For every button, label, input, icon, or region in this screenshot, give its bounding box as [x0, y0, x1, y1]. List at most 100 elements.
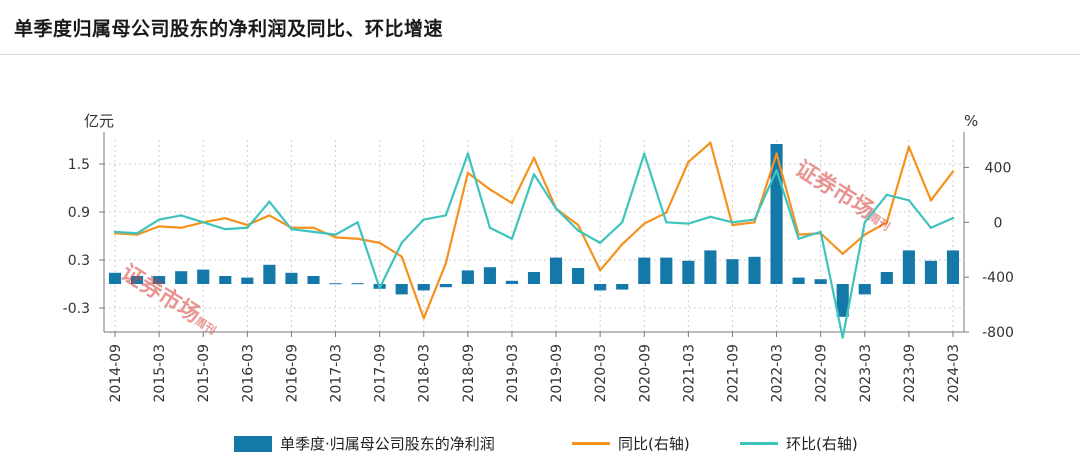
line-qoq-point	[510, 237, 514, 240]
bar-net-profit	[395, 284, 408, 295]
line-qoq-point	[356, 221, 359, 224]
line-yoy-point	[643, 222, 646, 225]
left-axis-unit: 亿元	[84, 112, 114, 130]
line-yoy-point	[466, 171, 470, 175]
line-yoy-point	[510, 201, 514, 205]
bar-net-profit	[594, 284, 607, 291]
line-yoy-point	[753, 221, 756, 224]
line-qoq-point	[863, 221, 866, 224]
bar-net-profit	[748, 256, 761, 284]
x-tick-label: 2016-03	[240, 344, 256, 403]
title-divider	[0, 54, 1080, 55]
line-yoy-point	[885, 221, 889, 224]
bar-net-profit	[197, 269, 210, 284]
bar-net-profit	[660, 257, 673, 284]
x-tick-label: 2020-09	[637, 344, 653, 403]
right-tick-label: -400	[982, 270, 1014, 286]
line-yoy-point	[334, 236, 337, 239]
legend-item-yoy: 同比(右轴)	[572, 433, 690, 454]
line-qoq-point	[643, 152, 646, 155]
bar-net-profit	[307, 276, 320, 284]
line-qoq-point	[422, 218, 425, 221]
line-qoq-point	[687, 222, 690, 225]
line-qoq-point	[113, 230, 117, 234]
line-qoq-point	[885, 193, 889, 197]
line-yoy-point	[400, 255, 403, 258]
x-tick-label: 2018-03	[417, 344, 433, 403]
x-tick-label: 2023-03	[858, 344, 874, 403]
line-yoy-point	[907, 145, 911, 149]
bar-net-profit	[880, 272, 893, 284]
legend-label-net-profit: 单季度·归属母公司股东的净利润	[280, 435, 495, 453]
line-qoq-point	[202, 221, 205, 224]
line-qoq-point	[753, 218, 756, 221]
bar-net-profit	[329, 283, 342, 285]
legend-label-yoy: 同比(右轴)	[618, 435, 690, 453]
line-yoy-point	[775, 152, 778, 155]
legend-label-qoq: 环比(右轴)	[786, 435, 858, 453]
bar-net-profit	[285, 272, 298, 284]
legend-item-qoq: 环比(右轴)	[740, 433, 858, 454]
x-tick-label: 2022-09	[814, 344, 830, 403]
bar-net-profit	[153, 276, 166, 284]
line-yoy-point	[731, 223, 734, 227]
line-qoq-point	[576, 229, 580, 232]
chart-title: 单季度归属母公司股东的净利润及同比、环比增速	[14, 18, 444, 40]
x-tick-label: 2019-03	[505, 344, 521, 403]
right-tick-label: 400	[985, 160, 1012, 176]
legend-swatch-qoq	[740, 442, 778, 445]
bar-net-profit	[616, 284, 629, 290]
line-qoq-point	[731, 221, 734, 224]
line-qoq-point	[179, 214, 183, 217]
legend-swatch-yoy	[572, 442, 610, 445]
line-qoq-point	[819, 230, 822, 234]
line-qoq-point	[775, 168, 778, 172]
line-yoy-point	[841, 252, 844, 256]
line-yoy-point	[444, 262, 447, 265]
x-tick-label: 2021-03	[681, 344, 697, 403]
line-qoq-point	[598, 241, 602, 245]
bar-net-profit	[902, 250, 915, 284]
line-yoy-point	[576, 223, 580, 227]
line-qoq-point	[841, 336, 844, 339]
line-yoy-point	[356, 237, 359, 240]
bar-net-profit	[726, 259, 739, 284]
line-qoq-point	[929, 226, 933, 229]
line-qoq-point	[797, 237, 800, 240]
x-tick-label: 2016-09	[284, 344, 300, 403]
line-yoy-point	[929, 199, 933, 202]
x-tick-label: 2017-03	[329, 344, 345, 403]
bar-net-profit	[814, 279, 827, 284]
legend-swatch-bar	[234, 435, 272, 452]
line-qoq-point	[466, 152, 470, 155]
line-qoq-point	[246, 226, 249, 229]
line-yoy-point	[422, 317, 425, 320]
line-qoq-point	[554, 207, 558, 210]
line-qoq-point	[312, 230, 315, 234]
left-tick-label: 1.5	[68, 157, 90, 173]
right-tick-label: 0	[994, 215, 1003, 231]
bar-net-profit	[461, 270, 474, 284]
bar-net-profit	[175, 271, 188, 284]
x-tick-label: 2015-09	[196, 344, 212, 403]
x-tick-label: 2019-09	[549, 344, 565, 403]
line-qoq-point	[907, 199, 911, 202]
line-qoq-point	[400, 241, 403, 245]
line-yoy-point	[224, 216, 227, 220]
line-qoq-point	[665, 221, 668, 224]
line-qoq-point	[709, 215, 712, 218]
bar-net-profit	[351, 283, 364, 285]
left-tick-label: 0.9	[68, 205, 90, 221]
left-tick-label: 0.3	[68, 253, 90, 269]
bar-net-profit	[131, 276, 144, 284]
bar-net-profit	[836, 284, 849, 317]
right-tick-label: -800	[982, 325, 1014, 341]
bar-net-profit	[704, 250, 717, 284]
right-axis-unit: %	[964, 112, 978, 130]
bar-net-profit	[505, 280, 519, 284]
line-yoy-point	[268, 214, 271, 217]
line-yoy-point	[378, 241, 381, 245]
bar-net-profit	[219, 276, 232, 284]
line-yoy-point	[179, 226, 183, 229]
line-yoy-point	[951, 170, 955, 173]
